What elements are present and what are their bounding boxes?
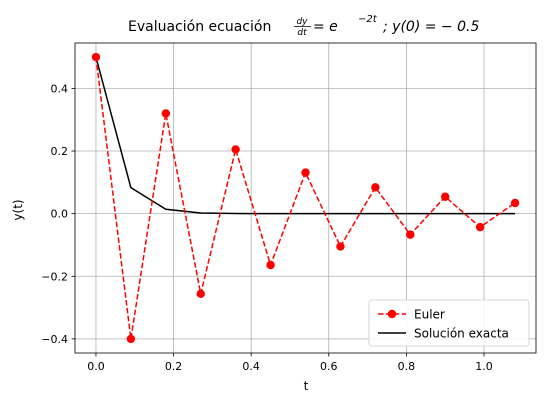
legend-label: Euler — [414, 308, 445, 322]
euler-point — [231, 145, 240, 154]
x-axis-label: t — [304, 379, 309, 393]
x-tick-label: 0.4 — [242, 360, 260, 373]
legend: Euler Solución exacta — [368, 299, 530, 347]
axes-frame — [74, 42, 537, 354]
x-tick-label: 0.0 — [87, 360, 105, 373]
euler-point — [196, 289, 205, 299]
y-tick-label: 0.4 — [51, 82, 69, 95]
title-frac-numerator: dy — [296, 17, 308, 27]
euler-point — [440, 192, 450, 201]
x-tick-label: 1.0 — [475, 360, 493, 373]
euler-point — [161, 109, 171, 118]
title-rest: ; y(0) = − 0.5 — [383, 19, 479, 35]
euler-point — [126, 334, 136, 344]
y-tick-label: 0.2 — [51, 145, 69, 158]
y-tick-label: −0.2 — [41, 270, 68, 283]
title-frac-denominator: dt — [297, 28, 307, 38]
title-eq: = e — [313, 19, 338, 35]
euler-point — [371, 183, 380, 192]
x-tick-label: 0.8 — [398, 360, 416, 373]
series-line-soluci-n-exacta — [95, 56, 516, 215]
euler-point — [266, 260, 275, 270]
legend-label: Solución exacta — [414, 327, 509, 341]
plot-series — [91, 52, 520, 344]
chart-title: Evaluación ecuación dy dt = e −2t ; y(0)… — [128, 14, 479, 38]
euler-point — [406, 230, 415, 239]
euler-point — [91, 52, 101, 62]
series-line-euler — [95, 56, 516, 340]
ticks: 0.0 0.2 0.4 0.6 0.8 1.0 −0.4 −0.2 0.0 0.2 0.4 — [41, 82, 492, 373]
euler-point — [475, 222, 485, 232]
legend-box — [368, 299, 530, 347]
title-exp: −2t — [358, 14, 378, 25]
y-axis-label: y(t) — [11, 199, 25, 220]
euler-point — [301, 168, 310, 177]
y-tick-label: −0.4 — [41, 333, 68, 346]
x-tick-label: 0.6 — [320, 360, 338, 373]
y-tick-label: 0.0 — [51, 208, 69, 221]
x-tick-label: 0.2 — [165, 360, 183, 373]
euler-point — [510, 198, 520, 208]
legend-marker — [387, 309, 397, 319]
chart-title-text: Evaluación ecuación — [128, 19, 271, 35]
euler-point — [336, 242, 345, 251]
